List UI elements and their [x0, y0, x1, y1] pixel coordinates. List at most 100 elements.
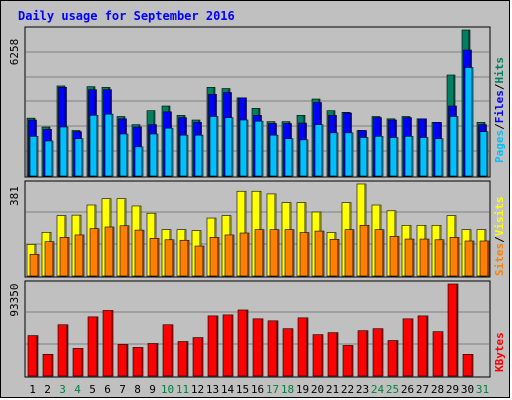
day-label: 19	[296, 383, 309, 396]
bar-sites-day-26	[404, 238, 415, 277]
bar-kbytes-day-30-shade	[471, 354, 473, 376]
legend-files: Files	[493, 90, 506, 123]
bar-pages-day-30	[464, 67, 474, 177]
bar-kbytes-day-28-shade	[441, 332, 443, 376]
bar-pages-day-5	[89, 115, 99, 177]
bar-sites-day-13	[209, 237, 220, 277]
ymax-label-hits: 6258	[8, 39, 21, 66]
bar-kbytes-day-6	[102, 310, 114, 377]
bar-sites-day-5	[89, 228, 100, 277]
bar-sites-day-8-shade	[142, 230, 144, 276]
bar-kbytes-day-12	[192, 337, 204, 377]
day-label: 29	[446, 383, 459, 396]
bar-pages-day-3	[59, 126, 69, 177]
bar-pages-day-31	[479, 131, 489, 177]
bar-pages-day-6	[104, 113, 114, 177]
day-label: 6	[104, 383, 111, 396]
bar-kbytes-day-9-shade	[156, 343, 158, 376]
day-label: 11	[176, 383, 189, 396]
bar-sites-day-16	[254, 229, 265, 277]
bar-pages-day-14-shade	[231, 118, 233, 176]
day-label: 14	[221, 383, 235, 396]
bar-pages-day-24	[374, 136, 384, 177]
bar-pages-day-7	[119, 133, 129, 177]
bar-kbytes-day-18-shade	[291, 329, 293, 376]
bar-pages-day-15-shade	[246, 120, 248, 176]
bar-pages-day-20-shade	[321, 125, 323, 176]
day-label: 25	[386, 383, 399, 396]
day-label: 21	[326, 383, 339, 396]
bar-kbytes-day-15	[237, 309, 249, 377]
bar-sites-day-25	[389, 236, 400, 277]
bar-kbytes-day-2-shade	[51, 354, 53, 376]
bar-sites-day-30	[464, 240, 475, 277]
legend-hits-files-pages: Pages/Files/Hits	[493, 57, 506, 163]
bar-kbytes-day-4	[72, 348, 84, 377]
bar-sites-day-3-shade	[67, 237, 69, 276]
bar-pages-day-17	[269, 134, 279, 177]
ymax-label-visits: 381	[8, 186, 21, 206]
day-label: 8	[134, 383, 141, 396]
bar-sites-day-17-shade	[277, 230, 279, 276]
bar-sites-day-9-shade	[157, 238, 159, 276]
bar-pages-day-13	[209, 116, 219, 177]
bar-sites-day-21-shade	[337, 239, 339, 276]
bar-kbytes-day-6-shade	[111, 310, 113, 376]
bar-sites-day-11	[179, 239, 190, 277]
bar-sites-day-6-shade	[112, 227, 114, 276]
bar-sites-day-28	[434, 239, 445, 277]
bar-kbytes-day-26	[402, 318, 414, 377]
bar-kbytes-day-7-shade	[126, 344, 128, 376]
bar-sites-day-31	[479, 240, 490, 277]
bar-sites-day-27	[419, 238, 430, 277]
bar-kbytes-day-27-shade	[426, 316, 428, 376]
bar-pages-day-27-shade	[426, 138, 428, 176]
bar-kbytes-day-5-shade	[96, 317, 98, 376]
bar-kbytes-day-11-shade	[186, 342, 188, 376]
day-label: 24	[371, 383, 385, 396]
bar-sites-day-20-shade	[322, 231, 324, 276]
bar-sites-day-20	[314, 230, 325, 277]
day-label: 22	[341, 383, 354, 396]
bar-pages-day-27	[419, 137, 429, 177]
bar-sites-day-10	[164, 239, 175, 277]
legend-hits: Hits	[493, 57, 506, 84]
bar-kbytes-day-7	[117, 344, 129, 377]
bar-pages-day-1	[29, 136, 39, 177]
legend-kbytes-group: KBytes	[493, 332, 506, 372]
bar-pages-day-14	[224, 117, 234, 177]
day-label: 26	[401, 383, 414, 396]
bar-pages-day-21-shade	[336, 133, 338, 176]
bar-pages-day-23	[359, 137, 369, 177]
bar-pages-day-13-shade	[216, 117, 218, 176]
bar-sites-day-12-shade	[202, 246, 204, 276]
bar-kbytes-day-12-shade	[201, 338, 203, 376]
day-label: 16	[251, 383, 264, 396]
bar-sites-day-1-shade	[37, 254, 39, 276]
bar-kbytes-day-19-shade	[306, 318, 308, 376]
bar-kbytes-day-27	[417, 315, 429, 377]
legend-sep: /	[493, 123, 506, 130]
day-label: 13	[206, 383, 219, 396]
bar-kbytes-day-22-shade	[351, 345, 353, 376]
bar-sites-day-27-shade	[427, 239, 429, 276]
bar-pages-day-19	[299, 139, 309, 177]
bar-kbytes-day-13	[207, 315, 219, 377]
bar-sites-day-28-shade	[442, 240, 444, 276]
bar-kbytes-day-30	[462, 354, 474, 377]
bar-sites-day-2	[44, 241, 55, 277]
day-label: 1	[29, 383, 36, 396]
bar-sites-day-1	[29, 253, 40, 277]
bar-sites-day-24-shade	[382, 230, 384, 276]
bar-kbytes-day-24	[372, 328, 384, 377]
day-label: 17	[266, 383, 279, 396]
bar-sites-day-4-shade	[82, 235, 84, 276]
day-label: 31	[476, 383, 489, 396]
bar-sites-day-26-shade	[412, 239, 414, 276]
bar-pages-day-21	[329, 132, 339, 177]
bar-pages-day-30-shade	[471, 68, 473, 176]
bar-kbytes-day-18	[282, 328, 294, 377]
bar-kbytes-day-19	[297, 317, 309, 377]
bar-kbytes-day-17	[267, 320, 279, 377]
bar-pages-day-8-shade	[141, 147, 143, 176]
